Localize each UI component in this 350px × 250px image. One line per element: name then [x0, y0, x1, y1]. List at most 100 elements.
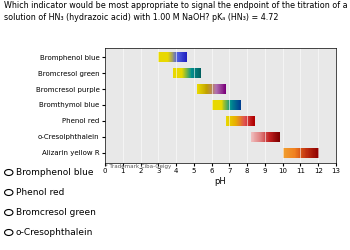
Bar: [239, 116, 240, 126]
Bar: [215, 84, 216, 94]
Bar: [304, 148, 305, 158]
Bar: [219, 100, 220, 110]
Bar: [174, 52, 175, 62]
Bar: [239, 100, 240, 110]
Bar: [233, 116, 234, 126]
Bar: [290, 148, 291, 158]
Bar: [257, 132, 258, 142]
Bar: [223, 84, 224, 94]
Bar: [182, 52, 183, 62]
Bar: [230, 100, 231, 110]
Bar: [252, 132, 253, 142]
Bar: [252, 116, 253, 126]
Bar: [303, 148, 304, 158]
Bar: [198, 68, 199, 78]
Bar: [235, 100, 236, 110]
Bar: [232, 116, 233, 126]
Bar: [309, 148, 310, 158]
Bar: [292, 148, 293, 158]
Bar: [205, 84, 206, 94]
Bar: [263, 132, 264, 142]
Bar: [166, 52, 167, 62]
Bar: [230, 116, 231, 126]
Bar: [177, 52, 178, 62]
Bar: [169, 52, 170, 62]
Bar: [246, 116, 247, 126]
Bar: [264, 132, 265, 142]
Bar: [236, 116, 237, 126]
Bar: [162, 52, 163, 62]
Bar: [174, 68, 175, 78]
Bar: [181, 68, 182, 78]
Bar: [272, 132, 273, 142]
Bar: [288, 148, 289, 158]
Bar: [266, 132, 267, 142]
Bar: [240, 116, 241, 126]
Bar: [164, 52, 166, 62]
Bar: [182, 68, 183, 78]
Bar: [252, 116, 253, 126]
Bar: [239, 116, 240, 126]
Bar: [161, 52, 162, 62]
Bar: [166, 52, 167, 62]
Bar: [171, 52, 172, 62]
Bar: [250, 116, 251, 126]
Bar: [237, 100, 238, 110]
Bar: [304, 148, 306, 158]
Bar: [240, 116, 241, 126]
Bar: [244, 116, 245, 126]
Bar: [186, 68, 187, 78]
Bar: [177, 68, 178, 78]
Bar: [307, 148, 308, 158]
Bar: [182, 52, 183, 62]
Bar: [283, 148, 285, 158]
Bar: [221, 84, 222, 94]
Bar: [287, 148, 288, 158]
Bar: [183, 68, 184, 78]
Bar: [197, 68, 198, 78]
Bar: [317, 148, 318, 158]
Bar: [316, 148, 317, 158]
Bar: [181, 52, 182, 62]
Bar: [197, 68, 198, 78]
Bar: [159, 52, 160, 62]
Bar: [195, 68, 196, 78]
Bar: [243, 116, 244, 126]
Bar: [231, 116, 232, 126]
Bar: [225, 84, 226, 94]
Bar: [186, 52, 187, 62]
Bar: [168, 52, 169, 62]
Bar: [213, 100, 214, 110]
Bar: [230, 116, 231, 126]
Bar: [267, 132, 268, 142]
Text: Phenol red: Phenol red: [16, 188, 64, 197]
Bar: [251, 132, 252, 142]
Bar: [293, 148, 294, 158]
Bar: [226, 116, 227, 126]
Bar: [196, 68, 197, 78]
Bar: [235, 116, 236, 126]
Bar: [231, 100, 232, 110]
Bar: [214, 84, 215, 94]
Bar: [260, 132, 261, 142]
Bar: [293, 148, 294, 158]
Bar: [193, 68, 194, 78]
Bar: [212, 84, 213, 94]
Bar: [219, 84, 220, 94]
Bar: [308, 148, 309, 158]
Bar: [216, 84, 217, 94]
Bar: [165, 52, 166, 62]
Bar: [223, 84, 224, 94]
Bar: [269, 132, 270, 142]
Bar: [177, 68, 178, 78]
Bar: [222, 84, 223, 94]
Bar: [217, 84, 218, 94]
Bar: [194, 68, 195, 78]
Bar: [231, 100, 232, 110]
Bar: [283, 148, 284, 158]
Bar: [216, 100, 217, 110]
Bar: [217, 84, 218, 94]
Bar: [248, 116, 249, 126]
Bar: [204, 84, 205, 94]
Bar: [302, 148, 303, 158]
